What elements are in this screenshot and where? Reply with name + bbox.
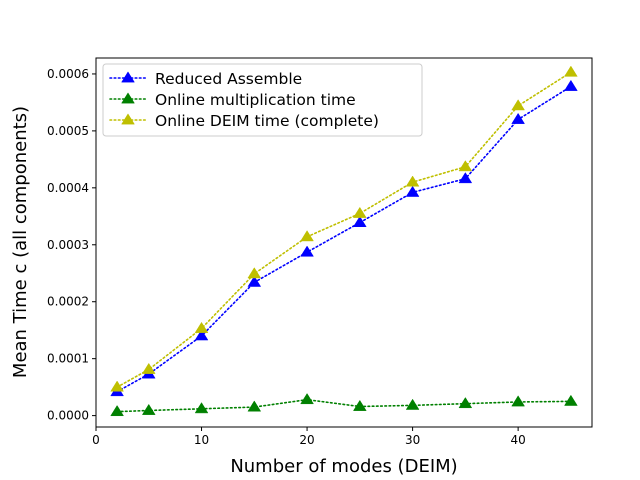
y-tick-label: 0.0001 xyxy=(47,352,89,366)
y-tick-label: 0.0003 xyxy=(47,238,89,252)
data-point xyxy=(247,275,262,287)
y-tick-label: 0.0006 xyxy=(47,67,89,81)
data-point xyxy=(300,245,314,257)
data-point xyxy=(458,160,473,172)
legend-label: Reduced Assemble xyxy=(155,70,302,88)
series-line xyxy=(116,71,572,388)
data-point xyxy=(353,399,367,411)
x-tick-label: 10 xyxy=(194,433,209,447)
data-point xyxy=(353,215,367,227)
data-point xyxy=(511,99,525,111)
data-point xyxy=(194,329,209,341)
x-tick-label: 20 xyxy=(299,433,314,447)
x-tick-label: 40 xyxy=(510,433,525,447)
x-axis-title: Number of modes (DEIM) xyxy=(230,456,457,477)
data-point xyxy=(458,397,473,409)
series-line xyxy=(116,398,572,413)
legend-entry: Online DEIM time (complete) xyxy=(109,112,379,130)
legend-label: Online multiplication time xyxy=(155,91,356,109)
x-axis-ticks: 0 10 20 30 40 xyxy=(92,427,526,447)
plot-frame xyxy=(95,57,593,428)
legend-marker xyxy=(121,71,135,83)
data-point xyxy=(564,79,578,91)
data-point xyxy=(458,172,473,184)
x-tick-label: 0 xyxy=(92,433,100,447)
legend-label: Online DEIM time (complete) xyxy=(155,112,379,130)
axes-layer xyxy=(95,57,593,428)
data-point xyxy=(511,112,525,124)
data-point xyxy=(300,230,314,242)
data-point xyxy=(405,185,420,197)
y-tick-label: 0.0004 xyxy=(47,181,89,195)
data-point xyxy=(110,380,124,392)
data-point xyxy=(300,393,314,405)
legend-box xyxy=(102,63,423,137)
series-1 xyxy=(110,79,578,397)
data-point xyxy=(353,206,367,218)
x-tick-label: 30 xyxy=(405,433,420,447)
data-point xyxy=(511,395,525,407)
data-point xyxy=(141,362,156,374)
data-point xyxy=(564,394,578,406)
legend: Reduced Assemble Online multiplication ti… xyxy=(102,63,423,137)
data-point xyxy=(110,405,124,417)
series-3 xyxy=(110,65,578,392)
legend-entry: Online multiplication time xyxy=(109,91,356,109)
y-axis-title: Mean Time c (all components) xyxy=(10,106,31,378)
series-2 xyxy=(110,393,578,417)
data-point xyxy=(564,65,578,77)
legend-marker xyxy=(121,113,135,125)
data-point xyxy=(194,402,209,414)
data-point xyxy=(405,398,420,410)
y-tick-label: 0.0005 xyxy=(47,124,89,138)
data-point xyxy=(247,400,262,412)
data-point xyxy=(247,267,262,279)
y-axis-ticks: 0.0000 0.0001 0.0002 0.0003 0.0004 0.0005 0.00… xyxy=(47,67,96,423)
y-tick-label: 0.0002 xyxy=(47,295,89,309)
y-tick-label: 0.0000 xyxy=(47,409,89,423)
legend-entry: Reduced Assemble xyxy=(109,70,302,88)
data-point xyxy=(141,403,156,415)
series-line xyxy=(116,85,572,393)
legend-marker xyxy=(121,92,135,104)
data-point xyxy=(405,175,420,187)
data-point xyxy=(194,321,209,333)
series-layer xyxy=(110,65,578,417)
